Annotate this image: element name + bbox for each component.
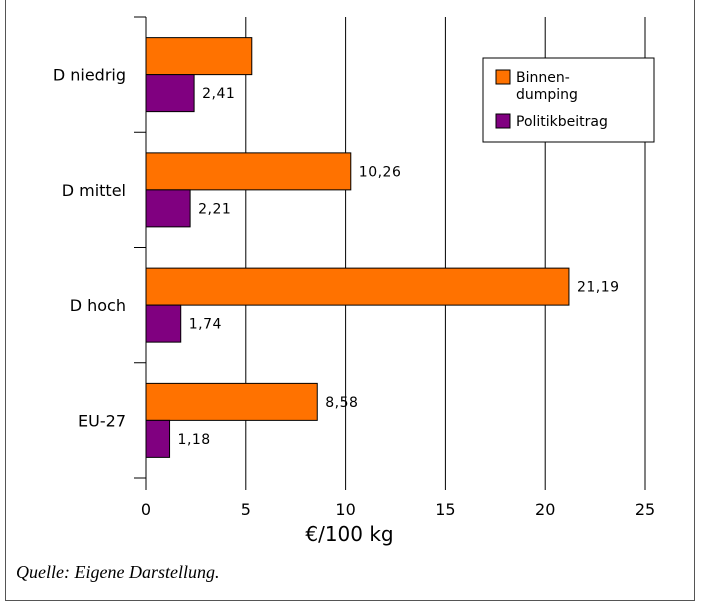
legend-label-0: Binnen-dumping — [516, 70, 578, 103]
bar-1-2 — [145, 304, 182, 343]
x-tick-label-15: 15 — [435, 500, 455, 519]
legend-swatch-1 — [495, 113, 511, 129]
value-label-1-0: 2,41 — [202, 86, 235, 102]
value-label-0-1: 10,26 — [359, 164, 402, 180]
category-label-1: D mittel — [62, 181, 126, 200]
bar-1-3 — [145, 419, 171, 458]
category-label-3: EU-27 — [78, 411, 126, 430]
bars — [145, 37, 570, 458]
category-label-0: D niedrig — [53, 66, 126, 85]
category-label-2: D hoch — [70, 296, 126, 315]
x-tick-label-0: 0 — [141, 500, 151, 519]
labels: 0 5 10 15 20 25 €/100 kg D niedrig 2,41 D mittel 1… — [53, 66, 655, 546]
bar-0-3 — [145, 382, 318, 421]
value-label-0-3: 8,58 — [325, 395, 358, 411]
legend-swatch-0 — [495, 69, 511, 85]
value-label-1-2: 1,74 — [189, 317, 222, 333]
value-label-0-2: 21,19 — [577, 280, 620, 296]
bar-0-0 — [145, 37, 253, 76]
source-caption: Quelle: Eigene Darstellung. — [16, 562, 220, 582]
x-tick-label-25: 25 — [635, 500, 655, 519]
bar-1-0 — [145, 74, 195, 113]
bar-chart: 0 5 10 15 20 25 €/100 kg D niedrig 2,41 D mittel 1… — [53, 16, 655, 546]
x-tick-label-10: 10 — [335, 500, 355, 519]
bar-1-1 — [145, 189, 191, 228]
value-label-1-1: 2,21 — [198, 201, 231, 217]
legend: Binnen-dumping Politikbeitrag — [482, 57, 655, 143]
x-axis-title: €/100 kg — [305, 522, 393, 546]
bar-0-2 — [145, 267, 570, 306]
legend-label-1: Politikbeitrag — [516, 114, 608, 130]
value-label-1-3: 1,18 — [178, 432, 211, 448]
legend-box — [482, 57, 655, 143]
bar-0-1 — [145, 152, 352, 191]
figure-frame — [5, 0, 695, 601]
x-tick-label-20: 20 — [535, 500, 555, 519]
x-tick-label-5: 5 — [241, 500, 251, 519]
